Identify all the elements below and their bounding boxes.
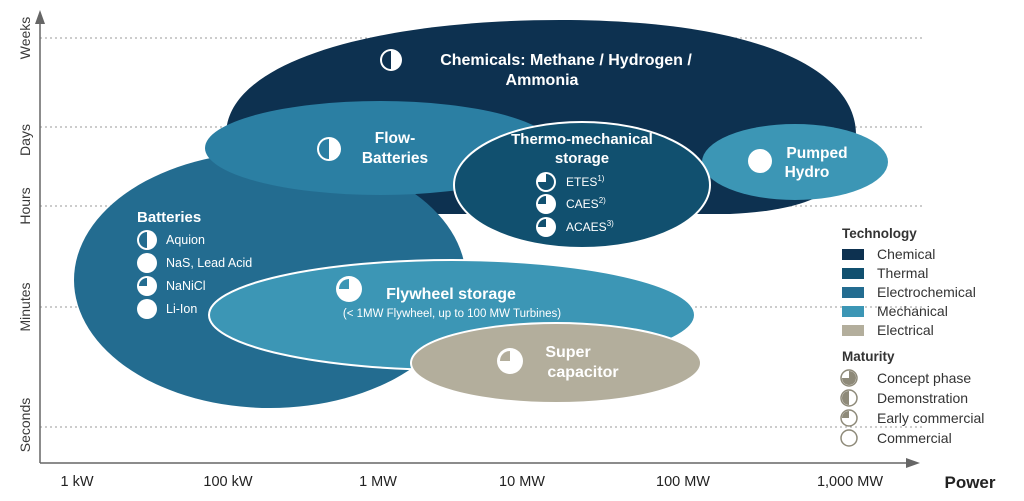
supercap-title-line2: capacitor bbox=[547, 364, 618, 381]
legend-technology-list: Chemical Thermal Electrochemical Mechanical… bbox=[842, 246, 976, 338]
battery-item-nas: NaS, Lead Acid bbox=[166, 256, 252, 270]
chemicals-title-line1: Chemicals: Methane / Hydrogen / bbox=[440, 52, 692, 69]
y-label-weeks: Weeks bbox=[17, 17, 33, 60]
flywheel-title: Flywheel storage bbox=[386, 286, 516, 303]
pumped-title-line1: Pumped bbox=[786, 145, 847, 162]
flow-title-line1: Flow- bbox=[375, 130, 415, 147]
etes-maturity-icon bbox=[536, 172, 556, 192]
legend-technology-chemical: Chemical bbox=[877, 246, 935, 262]
y-label-days: Days bbox=[17, 124, 33, 156]
legend-early-commercial-icon bbox=[840, 409, 858, 427]
legend-swatch-thermal bbox=[842, 268, 864, 279]
flywheel-subtitle: (< 1MW Flywheel, up to 100 MW Turbines) bbox=[343, 308, 561, 320]
x-axis-title: Power bbox=[944, 473, 995, 492]
legend-maturity-concept: Concept phase bbox=[877, 370, 971, 386]
y-label-hours: Hours bbox=[17, 187, 33, 224]
acaes-maturity-icon bbox=[536, 217, 556, 237]
y-axis-arrow bbox=[35, 10, 45, 24]
thermo-title-line2: storage bbox=[555, 150, 609, 167]
legend-technology-electrochemical: Electrochemical bbox=[877, 284, 976, 300]
battery-item-li-ion: Li-Ion bbox=[166, 302, 197, 316]
legend-commercial-icon bbox=[840, 429, 858, 447]
supercap-title-line1: Super bbox=[545, 344, 590, 361]
nanicl-maturity-icon bbox=[137, 276, 157, 296]
legend-demonstration-icon bbox=[840, 389, 858, 407]
thermo-mechanical-region bbox=[453, 121, 711, 249]
pumped-hydro-maturity-icon bbox=[748, 149, 772, 173]
chemicals-maturity-icon bbox=[380, 49, 402, 71]
battery-item-aquion: Aquion bbox=[166, 233, 205, 247]
legend-technology-electrical: Electrical bbox=[877, 322, 934, 338]
battery-item-nanicl: NaNiCl bbox=[166, 279, 206, 293]
legend-concept-icon bbox=[840, 369, 858, 387]
etes-label: ETES1) bbox=[566, 174, 605, 189]
caes-label: CAES2) bbox=[566, 196, 606, 211]
x-tick-100mw: 100 MW bbox=[656, 474, 710, 490]
legend-swatch-chemical bbox=[842, 249, 864, 260]
y-label-minutes: Minutes bbox=[17, 282, 33, 331]
chemicals-title-line2: Ammonia bbox=[506, 72, 579, 89]
legend-maturity-commercial: Commercial bbox=[877, 430, 952, 446]
legend-swatch-mechanical bbox=[842, 306, 864, 317]
pumped-hydro-region bbox=[702, 124, 888, 200]
flow-title-line2: Batteries bbox=[362, 150, 428, 167]
batteries-title: Batteries bbox=[137, 209, 201, 226]
li-ion-maturity-icon bbox=[137, 299, 157, 319]
pumped-title-line2: Hydro bbox=[785, 164, 830, 181]
caes-maturity-icon bbox=[536, 194, 556, 214]
legend-maturity-early-commercial: Early commercial bbox=[877, 410, 984, 426]
thermo-title-line1: Thermo-mechanical bbox=[511, 131, 653, 148]
x-tick-100kw: 100 kW bbox=[203, 474, 252, 490]
supercapacitor-region bbox=[410, 322, 702, 404]
legend-technology-mechanical: Mechanical bbox=[877, 303, 948, 319]
aquion-maturity-icon bbox=[137, 230, 157, 250]
legend-technology-title: Technology bbox=[842, 226, 917, 241]
nas-maturity-icon bbox=[137, 253, 157, 273]
legend: Technology Chemical Thermal Electrochemica… bbox=[840, 226, 984, 447]
x-tick-1kw: 1 kW bbox=[60, 474, 93, 490]
supercapacitor-maturity-icon bbox=[497, 348, 523, 374]
x-tick-10mw: 10 MW bbox=[499, 474, 545, 490]
legend-maturity-title: Maturity bbox=[842, 349, 895, 364]
legend-swatch-electrical bbox=[842, 325, 864, 336]
x-tick-1mw: 1 MW bbox=[359, 474, 397, 490]
legend-technology-thermal: Thermal bbox=[877, 265, 928, 281]
flow-maturity-icon bbox=[317, 137, 341, 161]
legend-maturity-demonstration: Demonstration bbox=[877, 390, 968, 406]
x-axis-arrow bbox=[906, 458, 920, 468]
acaes-label: ACAES3) bbox=[566, 219, 614, 234]
flywheel-maturity-icon bbox=[336, 276, 362, 302]
y-label-seconds: Seconds bbox=[17, 398, 33, 452]
legend-swatch-electrochemical bbox=[842, 287, 864, 298]
x-tick-1000mw: 1,000 MW bbox=[817, 474, 883, 490]
